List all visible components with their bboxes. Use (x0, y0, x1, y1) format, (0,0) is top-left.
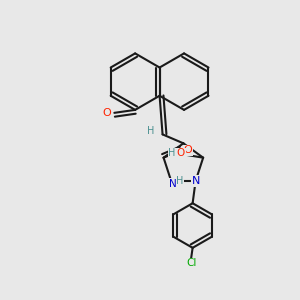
Text: O: O (177, 148, 185, 158)
Text: N: N (191, 176, 200, 186)
Text: O: O (184, 145, 192, 155)
Text: H: H (176, 176, 184, 186)
Text: N: N (169, 179, 176, 189)
Text: H: H (168, 148, 175, 158)
Text: O: O (103, 108, 111, 118)
Text: H: H (147, 126, 154, 136)
Text: Cl: Cl (186, 258, 196, 268)
